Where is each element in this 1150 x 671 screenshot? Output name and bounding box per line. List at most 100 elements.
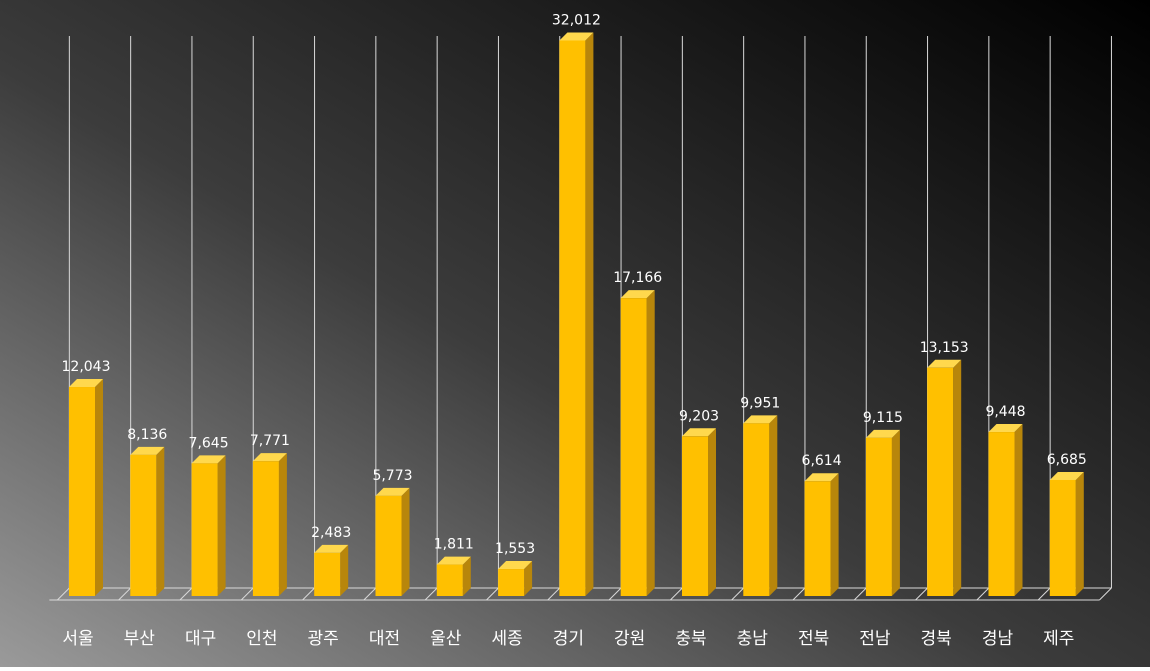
data-label: 6,614 <box>802 453 842 469</box>
bar-top <box>375 487 410 496</box>
bar-top <box>927 359 962 368</box>
bar-side <box>953 359 962 596</box>
floor-tick <box>118 587 132 601</box>
data-label: 6,685 <box>1047 452 1087 468</box>
bar <box>375 487 410 596</box>
floor-tick <box>1099 587 1112 601</box>
x-tick-label: 울산 <box>430 629 462 649</box>
bar-front <box>988 432 1015 596</box>
x-tick-label: 전남 <box>859 629 891 649</box>
floor-tick <box>179 587 193 601</box>
bar <box>69 379 103 596</box>
bar-top <box>620 290 655 299</box>
bar-side <box>401 487 410 596</box>
bar-top <box>804 473 839 482</box>
x-tick-label: 강원 <box>614 629 645 649</box>
data-label: 7,645 <box>189 435 229 451</box>
data-label: 12,043 <box>62 359 111 375</box>
x-axis-labels: 서울 부산 대구 인천 광주 대전 울산 세종 경기 강원 충북 충남 전북 전남 경북 경남 제주 <box>62 629 1074 649</box>
data-label: 2,483 <box>311 525 351 541</box>
bar <box>314 544 349 596</box>
floor-tick <box>1037 587 1051 601</box>
bar-side <box>585 32 594 597</box>
bar <box>252 453 287 596</box>
bar-top <box>743 415 778 424</box>
x-tick-label: 전북 <box>798 629 829 649</box>
floor-tick <box>915 587 928 601</box>
bar-side <box>830 473 839 596</box>
bar-top <box>69 379 103 388</box>
bar-side <box>340 544 349 596</box>
data-label: 9,115 <box>863 410 903 426</box>
data-label: 32,012 <box>552 12 601 28</box>
bar-top <box>559 32 594 41</box>
bar-side <box>156 446 165 596</box>
x-tick-label: 경남 <box>982 629 1014 649</box>
bar-top <box>498 561 533 570</box>
bar-front <box>69 387 95 596</box>
x-tick-label: 대전 <box>369 629 400 649</box>
floor-tick <box>240 587 254 601</box>
bar <box>988 424 1023 596</box>
bar-side <box>278 453 287 596</box>
bar <box>865 429 900 596</box>
bar-side <box>646 290 655 596</box>
bar <box>1049 471 1084 596</box>
floor-tick <box>424 587 438 601</box>
bar-top <box>252 453 287 462</box>
bar-side <box>95 379 103 596</box>
data-label: 9,951 <box>740 395 780 411</box>
bar <box>436 556 471 596</box>
bar-side <box>524 561 533 596</box>
x-tick-label: 충북 <box>675 629 706 649</box>
bar-side <box>708 428 716 596</box>
data-label: 9,448 <box>985 404 1025 420</box>
floor-tick <box>608 587 622 601</box>
data-label: 9,203 <box>679 408 719 424</box>
bar-top <box>436 556 471 565</box>
x-tick-label: 제주 <box>1043 629 1074 649</box>
bars <box>69 32 1084 597</box>
bar <box>804 473 839 596</box>
floor-tick <box>302 587 315 601</box>
x-tick-label: 서울 <box>62 629 93 649</box>
bar <box>620 290 655 596</box>
floor-tick <box>56 587 70 601</box>
floor-tick <box>731 587 745 601</box>
bar-side <box>1014 424 1023 596</box>
bar <box>927 359 962 596</box>
floor-tick <box>669 587 683 601</box>
bar-side <box>1075 471 1084 596</box>
bar-front <box>620 298 647 596</box>
bar <box>191 455 226 596</box>
bar-top <box>988 424 1023 433</box>
bar <box>743 415 778 596</box>
bar-side <box>769 415 778 596</box>
bar-front <box>865 437 892 596</box>
data-labels: 12,043 8,136 7,645 7,771 2,483 5,773 1,811 1,55… <box>62 12 1087 557</box>
bar-front <box>375 495 402 596</box>
data-label: 17,166 <box>613 270 662 286</box>
bar-front <box>252 461 279 596</box>
floor-tick <box>853 587 867 601</box>
bar-top <box>865 429 900 438</box>
bar-top <box>191 455 226 464</box>
floor-tick <box>363 587 377 601</box>
data-label: 1,553 <box>495 541 535 557</box>
bar-front <box>191 463 218 596</box>
bar <box>498 561 533 596</box>
bar-side <box>217 455 226 596</box>
floor-tick <box>792 587 806 601</box>
bar-front <box>314 552 341 596</box>
bar-top <box>1049 471 1084 480</box>
bar-front <box>927 367 954 596</box>
bar-front <box>130 454 157 596</box>
floor-tick <box>976 587 990 601</box>
bar-top <box>314 544 349 553</box>
bar <box>559 32 594 597</box>
bar-front <box>436 564 463 596</box>
bar <box>130 446 165 596</box>
bar-side <box>462 556 471 596</box>
